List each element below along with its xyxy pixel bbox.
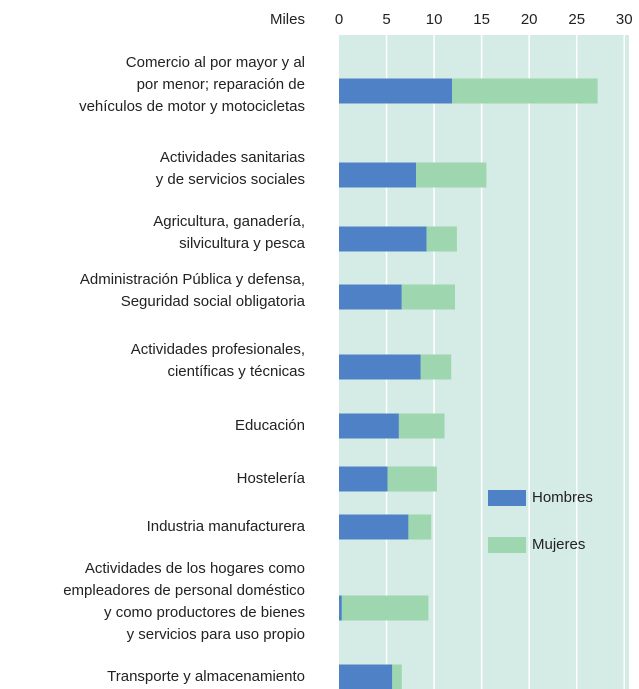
legend-label: Mujeres: [532, 536, 585, 553]
category-label: empleadores de personal doméstico: [63, 582, 305, 599]
category-label: Seguridad social obligatoria: [121, 293, 306, 310]
bar: [401, 284, 455, 310]
category-label: y de servicios sociales: [156, 171, 305, 188]
bar: [408, 514, 432, 540]
bar: [339, 226, 427, 252]
category-label: Transporte y almacenamiento: [107, 668, 305, 685]
bar: [420, 354, 452, 380]
bar: [339, 595, 342, 621]
x-tick-label: 15: [473, 11, 490, 28]
category-label: Industria manufacturera: [147, 518, 306, 535]
legend-swatch: [488, 490, 526, 506]
x-tick-label: 10: [426, 11, 443, 28]
bar: [339, 284, 402, 310]
bar: [339, 413, 399, 439]
bar: [398, 413, 445, 439]
category-label: y como productores de bienes: [104, 604, 305, 621]
x-tick-label: 20: [521, 11, 538, 28]
bar: [341, 595, 429, 621]
x-tick-label: 25: [568, 11, 585, 28]
category-label: Hostelería: [237, 470, 306, 487]
bar: [416, 162, 487, 188]
bar: [339, 514, 409, 540]
category-label: Actividades de los hogares como: [85, 560, 305, 577]
category-label: Agricultura, ganadería,: [153, 213, 305, 230]
category-label: Actividades sanitarias: [160, 149, 305, 166]
category-label: científicas y técnicas: [167, 363, 305, 380]
category-label: Educación: [235, 417, 305, 434]
bar: [392, 664, 402, 689]
x-tick-label: 30: [616, 11, 633, 28]
category-label: vehículos de motor y motocicletas: [79, 98, 305, 115]
x-tick-label: 0: [335, 11, 343, 28]
x-tick-label: 5: [382, 11, 390, 28]
bar: [339, 664, 393, 689]
bar: [339, 466, 388, 492]
category-label: Actividades profesionales,: [131, 341, 305, 358]
category-label: Comercio al por mayor y al: [126, 54, 305, 71]
category-label: Administración Pública y defensa,: [80, 271, 305, 288]
category-label: silvicultura y pesca: [179, 235, 306, 252]
legend-swatch: [488, 537, 526, 553]
bar: [339, 78, 453, 104]
bar: [339, 354, 421, 380]
bar: [452, 78, 598, 104]
category-label: por menor; reparación de: [137, 76, 305, 93]
category-label: y servicios para uso propio: [127, 626, 305, 643]
axis-label: Miles: [270, 11, 305, 28]
bar: [426, 226, 457, 252]
bar: [339, 162, 417, 188]
legend-label: Hombres: [532, 489, 593, 506]
bar: [387, 466, 437, 492]
